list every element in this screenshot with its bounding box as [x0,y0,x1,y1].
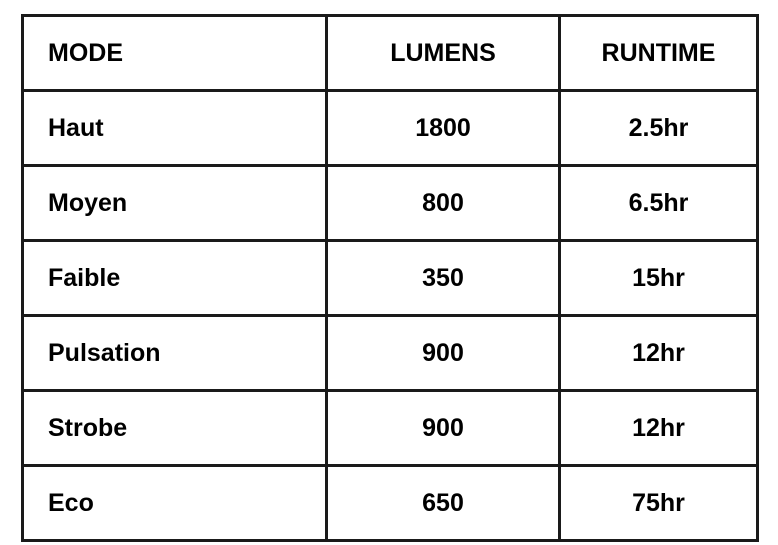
header-row: MODE LUMENS RUNTIME [21,14,759,92]
header-mode: MODE [21,14,328,92]
cell-runtime: 12hr [558,389,759,467]
table-row: Eco 650 75hr [21,464,759,542]
modes-table: MODE LUMENS RUNTIME Haut 1800 2.5hr Moyen 80… [21,14,759,542]
cell-runtime: 15hr [558,239,759,317]
cell-mode: Faible [21,239,328,317]
table-row: Haut 1800 2.5hr [21,89,759,167]
cell-mode: Moyen [21,164,328,242]
table-row: Strobe 900 12hr [21,389,759,467]
table-row: Moyen 800 6.5hr [21,164,759,242]
cell-runtime: 6.5hr [558,164,759,242]
header-runtime: RUNTIME [558,14,759,92]
cell-runtime: 2.5hr [558,89,759,167]
cell-mode: Haut [21,89,328,167]
cell-mode: Eco [21,464,328,542]
cell-mode: Pulsation [21,314,328,392]
cell-runtime: 75hr [558,464,759,542]
cell-lumens: 350 [325,239,561,317]
cell-runtime: 12hr [558,314,759,392]
header-lumens: LUMENS [325,14,561,92]
table-row: Faible 350 15hr [21,239,759,317]
cell-lumens: 1800 [325,89,561,167]
cell-lumens: 900 [325,314,561,392]
table-row: Pulsation 900 12hr [21,314,759,392]
cell-mode: Strobe [21,389,328,467]
cell-lumens: 900 [325,389,561,467]
cell-lumens: 650 [325,464,561,542]
cell-lumens: 800 [325,164,561,242]
